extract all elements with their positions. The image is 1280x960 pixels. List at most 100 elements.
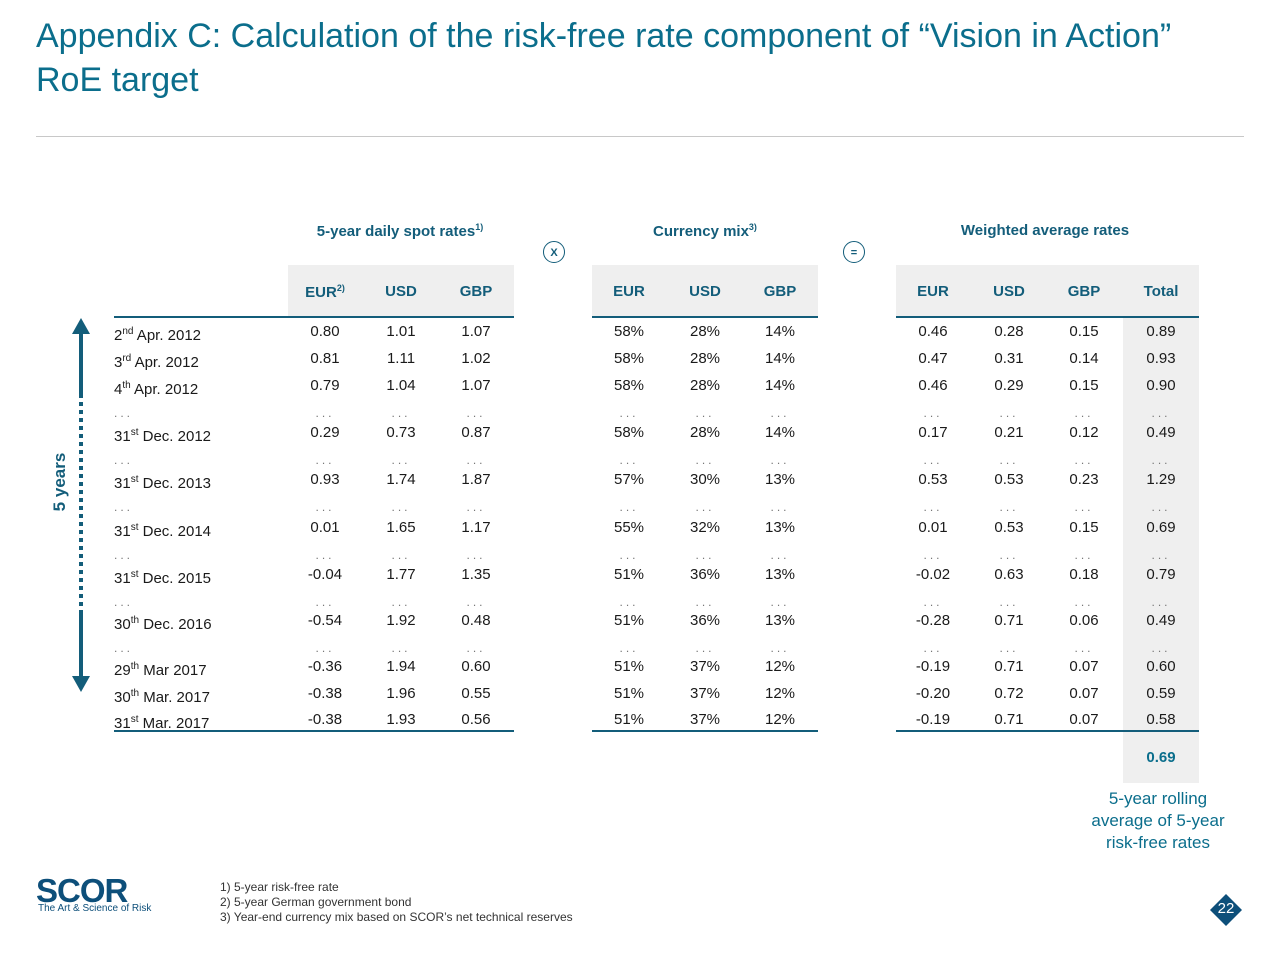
ellipsis: ...	[923, 406, 943, 420]
ellipsis: ...	[114, 500, 134, 514]
mix-cell: 36%	[689, 566, 721, 583]
ellipsis-row: .................................	[0, 595, 1280, 615]
spot-cell: 0.79	[310, 377, 340, 394]
weighted-cell: 0.93	[1146, 350, 1176, 367]
ellipsis: ...	[466, 548, 486, 562]
ellipsis: ...	[695, 406, 715, 420]
col-mix-eur: EUR	[613, 283, 645, 300]
spot-cell: 0.56	[461, 711, 491, 728]
ellipsis: ...	[315, 641, 335, 655]
mix-cell: 37%	[689, 658, 721, 675]
weighted-cell: 0.60	[1146, 658, 1176, 675]
spot-cell: 0.55	[461, 685, 491, 702]
ellipsis: ...	[1151, 595, 1171, 609]
weighted-cell: 0.71	[994, 612, 1024, 629]
row-date: 31st Dec. 2015	[114, 569, 212, 587]
weighted-cell: 0.89	[1146, 323, 1176, 340]
title-divider	[36, 136, 1244, 137]
ellipsis: ...	[466, 595, 486, 609]
ellipsis-row: .................................	[0, 406, 1280, 426]
table-row: 29th Mar 2017 -0.36 1.94 0.60 51% 37% 12% -0.19…	[0, 657, 1280, 679]
ellipsis: ...	[999, 453, 1019, 467]
logo-tagline: The Art & Science of Risk	[38, 903, 152, 914]
ellipsis: ...	[999, 406, 1019, 420]
ellipsis: ...	[466, 453, 486, 467]
weighted-cell: 0.71	[994, 711, 1024, 728]
mix-cell: 13%	[764, 612, 796, 629]
ellipsis: ...	[619, 548, 639, 562]
row-date: 3rd Apr. 2012	[114, 353, 199, 371]
ellipsis: ...	[619, 641, 639, 655]
ellipsis-row: .................................	[0, 500, 1280, 520]
weighted-cell: 0.23	[1069, 471, 1099, 488]
weighted-cell: 0.58	[1146, 711, 1176, 728]
weighted-cell: 0.12	[1069, 424, 1099, 441]
ellipsis: ...	[315, 453, 335, 467]
col-spot-gbp: GBP	[459, 283, 493, 300]
ellipsis: ...	[695, 641, 715, 655]
spot-cell: 0.60	[461, 658, 491, 675]
table-top-rule-spot	[114, 316, 514, 318]
spot-cell: 1.35	[461, 566, 491, 583]
ellipsis: ...	[999, 500, 1019, 514]
scor-logo: SCOR	[36, 874, 130, 909]
row-date: 30th Dec. 2016	[114, 615, 212, 633]
ellipsis-row: .................................	[0, 453, 1280, 473]
spot-cell: 0.87	[461, 424, 491, 441]
weighted-cell: 0.06	[1069, 612, 1099, 629]
rolling-note-line: average of 5-year	[1091, 811, 1225, 830]
table-row: 2nd Apr. 2012 0.80 1.01 1.07 58% 28% 14% 0.46 0.…	[0, 322, 1280, 344]
weighted-cell: 0.63	[994, 566, 1024, 583]
spot-cell: 0.81	[310, 350, 340, 367]
col-weighted-usd: USD	[993, 283, 1025, 300]
table-top-rule-mix	[592, 316, 818, 318]
weighted-cell: 0.46	[918, 377, 948, 394]
row-date: 31st Dec. 2014	[114, 522, 212, 540]
ellipsis: ...	[619, 453, 639, 467]
weighted-cell: 0.21	[994, 424, 1024, 441]
row-date: 29th Mar 2017	[114, 661, 207, 679]
mix-cell: 58%	[613, 350, 645, 367]
weighted-cell: 0.15	[1069, 519, 1099, 536]
table-row: 30th Mar. 2017 -0.38 1.96 0.55 51% 37% 12% -0.2…	[0, 684, 1280, 706]
spot-cell: 0.29	[310, 424, 340, 441]
spot-cell: 1.17	[461, 519, 491, 536]
weighted-cell: 0.28	[994, 323, 1024, 340]
currency-mix-header: Currency mix3)	[653, 222, 757, 240]
table-row: 31st Dec. 2013 0.93 1.74 1.87 57% 30% 13% 0.53 0…	[0, 470, 1280, 492]
ellipsis: ...	[770, 500, 790, 514]
row-date: 31st Dec. 2013	[114, 474, 212, 492]
footnote: 2) 5-year German government bond	[220, 895, 412, 909]
mix-cell: 58%	[613, 377, 645, 394]
table-row: 31st Mar. 2017 -0.38 1.93 0.56 51% 37% 12% -0.1…	[0, 710, 1280, 732]
ellipsis: ...	[923, 453, 943, 467]
ellipsis: ...	[1074, 406, 1094, 420]
mix-cell: 51%	[613, 658, 645, 675]
ellipsis: ...	[1151, 548, 1171, 562]
weighted-cell: 0.01	[918, 519, 948, 536]
mix-header-bg	[592, 265, 818, 317]
spot-cell: -0.36	[307, 658, 343, 675]
col-weighted-gbp: GBP	[1067, 283, 1101, 300]
mix-cell: 14%	[764, 377, 796, 394]
weighted-cell: 0.72	[994, 685, 1024, 702]
row-date: 31st Dec. 2012	[114, 427, 212, 445]
weighted-cell: 0.53	[994, 519, 1024, 536]
ellipsis: ...	[114, 406, 134, 420]
mix-cell: 13%	[764, 519, 796, 536]
spot-cell: 1.74	[386, 471, 416, 488]
spot-rates-header: 5-year daily spot rates1)	[316, 222, 484, 240]
ellipsis: ...	[770, 548, 790, 562]
spot-cell: 1.87	[461, 471, 491, 488]
spot-cell: 0.48	[461, 612, 491, 629]
spot-cell: -0.54	[307, 612, 343, 629]
weighted-cell: 0.17	[918, 424, 948, 441]
spot-cell: 1.92	[386, 612, 416, 629]
weighted-cell: 0.49	[1146, 612, 1176, 629]
mix-cell: 32%	[689, 519, 721, 536]
spot-cell: 1.07	[461, 377, 491, 394]
ellipsis: ...	[695, 453, 715, 467]
ellipsis: ...	[695, 500, 715, 514]
weighted-cell: 0.07	[1069, 685, 1099, 702]
ellipsis: ...	[1074, 548, 1094, 562]
